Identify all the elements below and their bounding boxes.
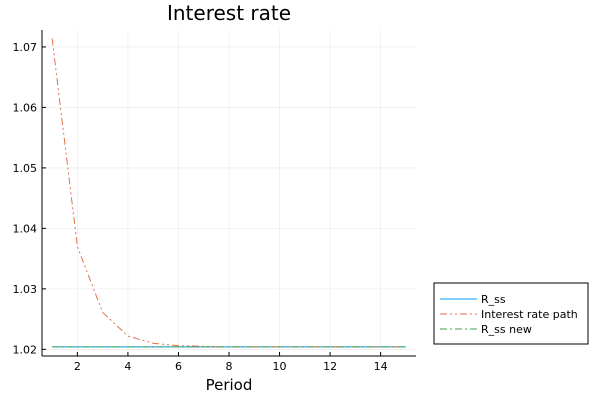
- x-tick-label: 2: [74, 360, 81, 373]
- y-tick-label: 1.07: [13, 41, 38, 54]
- x-tick-label: 14: [374, 360, 388, 373]
- y-tick-label: 1.03: [13, 283, 38, 296]
- legend-label: Interest rate path: [481, 308, 578, 321]
- legend: R_ss Interest rate path R_ss new: [433, 282, 589, 345]
- grid: [42, 30, 416, 356]
- y-tick-label: 1.02: [13, 343, 38, 356]
- y-tick-label: 1.05: [13, 162, 38, 175]
- y-tick-label: 1.04: [13, 222, 38, 235]
- chart-title: Interest rate: [167, 1, 291, 25]
- x-tick-label: 10: [273, 360, 287, 373]
- x-tick-label: 8: [226, 360, 233, 373]
- legend-box: [433, 282, 589, 345]
- x-tick-label: 12: [323, 360, 337, 373]
- y-tick-label: 1.06: [13, 101, 38, 114]
- x-tick-label: 4: [124, 360, 131, 373]
- axes: [41, 30, 416, 357]
- legend-label: R_ss: [481, 293, 506, 306]
- series-lines: [51, 38, 406, 348]
- x-tick-label: 6: [175, 360, 182, 373]
- tick-labels: 2 4 6 8 10 12 14 1.02 1.03 1.04 1.05 1.06 1.07: [13, 41, 388, 373]
- legend-label: R_ss new: [481, 323, 532, 336]
- x-axis-label: Period: [206, 376, 253, 394]
